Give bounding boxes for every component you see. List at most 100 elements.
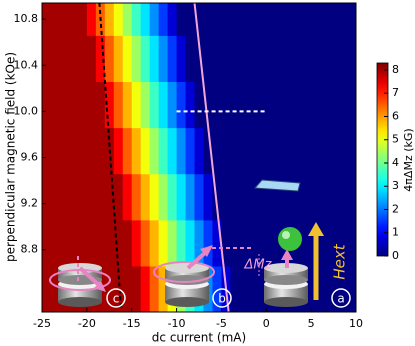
- heat-cell: [104, 3, 115, 36]
- heat-cell: [257, 173, 267, 221]
- heat-cell: [104, 35, 115, 83]
- heat-cell: [221, 81, 231, 129]
- heat-cell: [239, 173, 249, 221]
- heat-cell: [329, 3, 339, 36]
- y-tick-label: 9.6: [21, 151, 39, 164]
- heat-cell: [42, 127, 52, 175]
- heat-cell: [257, 265, 267, 312]
- heat-cell: [176, 127, 187, 175]
- heat-cell: [185, 3, 196, 36]
- heat-cell: [149, 3, 160, 36]
- y-axis-label: perpendicular magnetic field (kOe): [4, 52, 18, 262]
- y-tick-label: 8.8: [21, 243, 39, 256]
- heat-cell: [95, 35, 106, 83]
- heat-cell: [176, 35, 187, 83]
- heat-cell: [347, 127, 356, 175]
- heat-cell: [50, 219, 61, 267]
- device-illustrations: c b a ΔMz Hext: [49, 179, 351, 308]
- heat-cell: [329, 35, 339, 83]
- heat-cell: [42, 35, 52, 83]
- heat-cell: [77, 35, 88, 83]
- heat-cell: [122, 265, 133, 312]
- heat-cell: [158, 35, 169, 83]
- x-tick-label: -25: [33, 317, 51, 330]
- heat-cell: [239, 127, 249, 175]
- heat-cell: [203, 35, 214, 83]
- heat-cell: [338, 127, 348, 175]
- heat-cell: [95, 219, 106, 267]
- heat-cell: [329, 265, 339, 312]
- heat-cell: [59, 3, 70, 36]
- heat-cell: [212, 81, 223, 129]
- heat-cell: [167, 173, 178, 221]
- heat-cell: [131, 127, 142, 175]
- heat-cell: [212, 35, 223, 83]
- heat-cell: [77, 173, 88, 221]
- y-tick-label: 10.8: [14, 12, 39, 25]
- heat-cell: [122, 81, 133, 129]
- heat-cell: [320, 81, 330, 129]
- heat-cell: [347, 81, 356, 129]
- heat-cell: [293, 35, 303, 83]
- colorbar-tick-label: 3: [392, 179, 399, 192]
- heat-cell: [221, 35, 231, 83]
- heat-cell: [257, 3, 267, 36]
- heat-cell: [347, 265, 356, 312]
- heat-cell: [221, 127, 231, 175]
- heat-cell: [194, 173, 205, 221]
- heat-cell: [284, 127, 294, 175]
- heat-cell: [338, 3, 348, 36]
- heat-cell: [239, 81, 249, 129]
- heat-cell: [42, 3, 52, 36]
- heat-cell: [149, 35, 160, 83]
- heat-cell: [203, 173, 214, 221]
- label-b: b: [218, 292, 226, 306]
- heat-cell: [131, 81, 142, 129]
- heat-cell: [104, 81, 115, 129]
- heat-cell: [131, 35, 142, 83]
- heat-cell: [68, 35, 79, 83]
- heat-cell: [239, 35, 249, 83]
- heat-cell: [68, 219, 79, 267]
- heat-cell: [194, 219, 205, 267]
- colorbar-tick-label: 0: [392, 249, 399, 262]
- heat-cell: [257, 35, 267, 83]
- heat-cell: [320, 265, 330, 312]
- y-tick-label: 10.4: [14, 58, 39, 71]
- heat-cell: [212, 265, 223, 312]
- heat-cell: [131, 173, 142, 221]
- colorbar-tick-label: 1: [392, 226, 399, 239]
- heat-cell: [50, 81, 61, 129]
- label-c: c: [113, 292, 120, 306]
- heat-cell: [59, 173, 70, 221]
- heat-cell: [185, 127, 196, 175]
- heat-cell: [77, 81, 88, 129]
- heat-cell: [257, 81, 267, 129]
- heat-cell: [347, 35, 356, 83]
- colorbar: [376, 62, 389, 257]
- heat-cell: [266, 81, 276, 129]
- heat-cell: [68, 173, 79, 221]
- heat-cell: [158, 81, 169, 129]
- heat-cell: [176, 81, 187, 129]
- heat-cell: [239, 265, 249, 312]
- colorbar-tick-label: 5: [392, 133, 399, 146]
- heat-cell: [212, 127, 223, 175]
- heat-cell: [347, 173, 356, 221]
- heat-cell: [302, 127, 312, 175]
- heat-cell: [221, 173, 231, 221]
- heat-cell: [140, 219, 151, 267]
- heat-cell: [104, 173, 115, 221]
- colorbar-tick-label: 4: [392, 156, 399, 169]
- heat-cell: [320, 3, 330, 36]
- heat-cell: [140, 81, 151, 129]
- heat-cell: [122, 219, 133, 267]
- heat-cell: [230, 265, 240, 312]
- heat-cell: [113, 3, 124, 36]
- y-tick-label: 9.2: [21, 197, 39, 210]
- heat-cell: [104, 265, 115, 312]
- heat-cell: [140, 173, 151, 221]
- heat-cell: [266, 3, 276, 36]
- heat-cell: [284, 3, 294, 36]
- heat-cell: [185, 219, 196, 267]
